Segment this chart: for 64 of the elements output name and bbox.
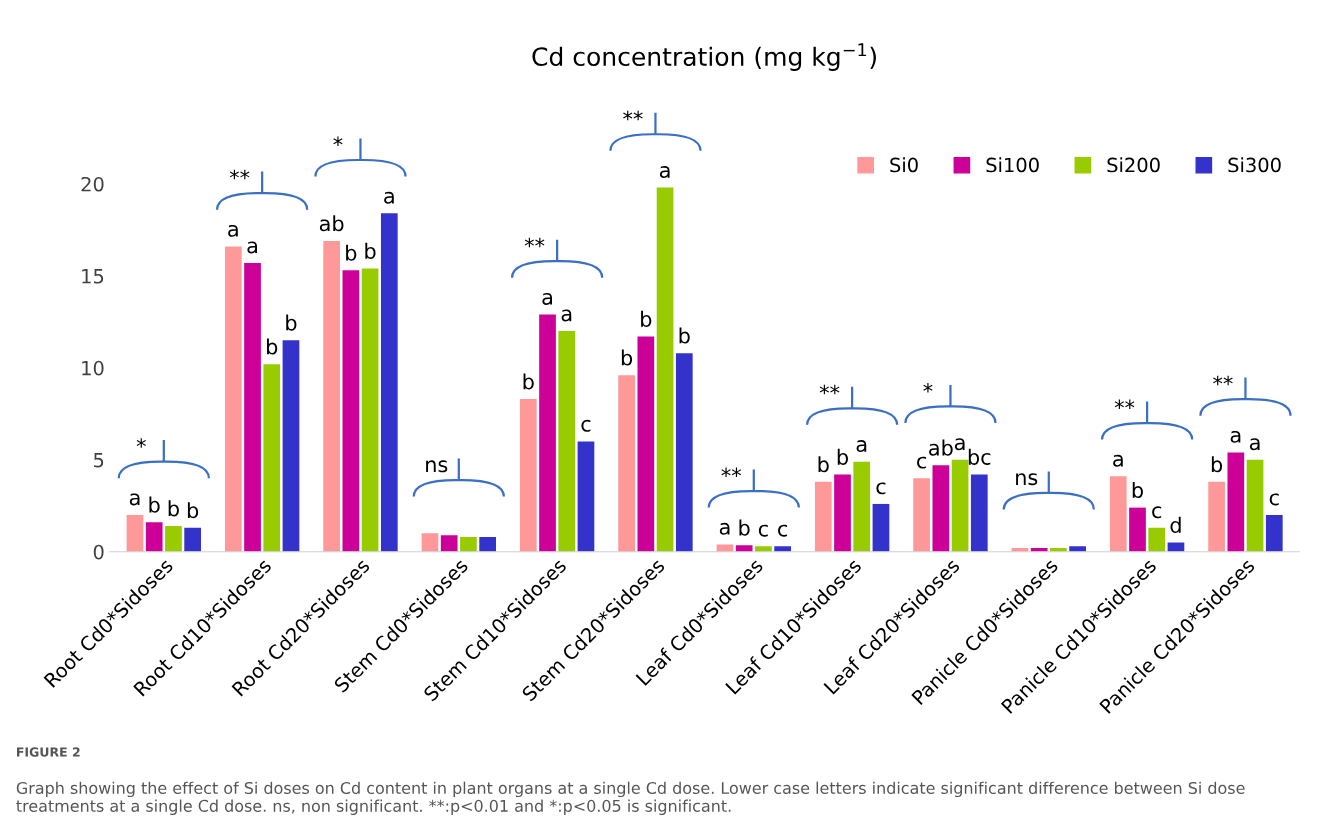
data-label: c (1269, 493, 1279, 506)
data-label: a (129, 493, 140, 506)
data-label: c (758, 524, 768, 537)
y-tick-label: 5 (93, 453, 104, 468)
data-label: c (581, 419, 591, 432)
data-label: ab (319, 215, 344, 232)
annotation: ns (426, 460, 448, 473)
annotation: ** (1213, 375, 1233, 386)
data-label: a (542, 292, 553, 305)
text: ** (623, 110, 643, 121)
data-label: a (954, 438, 965, 451)
data-label: bc (968, 448, 991, 465)
annotation: * (136, 438, 146, 448)
data-label: b (346, 244, 357, 261)
data-label: a (384, 191, 394, 204)
annotation: ns (1016, 473, 1038, 486)
data-label: ab (929, 439, 953, 456)
annotation: ** (1114, 399, 1135, 410)
legend-label: Si200 (1107, 157, 1160, 173)
data-label: a (659, 166, 670, 179)
y-tick-label: 20 (81, 176, 104, 192)
data-label: a (719, 522, 730, 535)
data-label: a (1113, 454, 1123, 467)
legend-label: Si100 (986, 157, 1039, 173)
data-label: b (149, 496, 160, 513)
text: Graph showing the effect of Si doses on Cd content in plant organs at a single Cd dose. Lower case letters indicate significant difference between Si dose treatments at a single Cd dose. ns, non significant. **:p<0.01 and *:p<0.05 is significant. (16, 781, 1245, 815)
annotation: * (923, 382, 933, 393)
data-label: b (1211, 456, 1223, 473)
caption: FIGURE 2 (17, 747, 80, 757)
data-label: b (168, 500, 179, 517)
y-tick-label: 10 (82, 360, 104, 376)
data-label: b (621, 349, 633, 366)
data-label: a (561, 309, 572, 322)
data-label: a (1249, 438, 1260, 451)
text: * (333, 136, 343, 147)
data-label: b (365, 242, 376, 259)
text: ** (229, 169, 250, 180)
data-label: b (267, 338, 278, 355)
data-label: a (247, 241, 258, 254)
annotation: ** (524, 237, 545, 248)
data-label: b (1132, 481, 1143, 499)
data-label: a (228, 224, 238, 237)
legend-label: Si0 (890, 157, 918, 173)
data-label: c (778, 524, 788, 537)
data-label: d (1170, 516, 1181, 533)
data-label: b (818, 456, 829, 473)
data-label: b (286, 314, 297, 331)
annotation: ** (721, 467, 742, 478)
chart-title: Cd concentration (mg kg$^{−1}$) (532, 43, 876, 71)
data-label: c (917, 456, 927, 469)
data-label: a (1230, 430, 1241, 443)
data-label: a (856, 440, 867, 453)
y-tick-label: 15 (82, 269, 104, 284)
data-label: c (1152, 506, 1162, 519)
y-tick-label: 0 (93, 544, 104, 560)
data-label: b (641, 310, 652, 327)
data-label: c (876, 482, 886, 495)
annotation: ** (819, 384, 840, 395)
legend-label: Si300 (1228, 157, 1281, 173)
data-label: b (523, 373, 534, 390)
data-label: b (187, 502, 199, 519)
data-label: b (837, 448, 848, 465)
data-label: b (679, 327, 690, 344)
data-label: b (739, 519, 750, 536)
